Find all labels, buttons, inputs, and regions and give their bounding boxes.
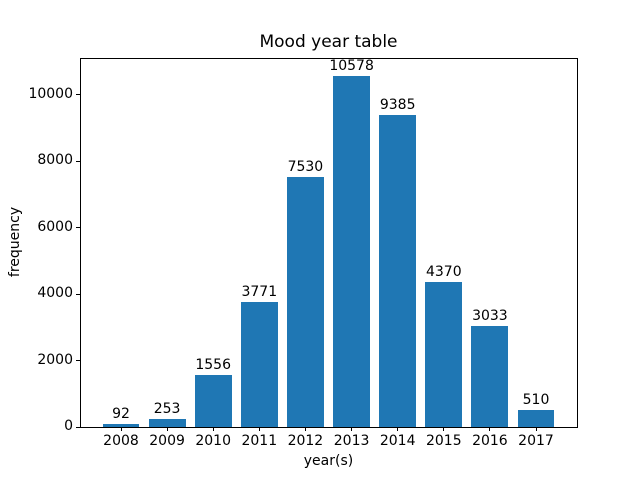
chart-title: Mood year table xyxy=(259,32,398,52)
bar-value-label: 10578 xyxy=(329,57,374,74)
x-tick-label: 2013 xyxy=(333,433,370,449)
bar xyxy=(517,410,555,427)
x-tick-mark xyxy=(304,427,306,431)
y-tick-mark xyxy=(76,426,80,428)
x-tick-label: 2012 xyxy=(287,433,324,449)
x-tick-mark xyxy=(258,427,260,431)
bar-value-label: 3771 xyxy=(241,283,278,300)
bar xyxy=(333,75,370,427)
x-tick-label: 2011 xyxy=(241,433,278,449)
bar-value-label: 9385 xyxy=(379,97,416,114)
x-tick-mark xyxy=(535,427,537,431)
bar-value-label: 92 xyxy=(112,405,130,422)
y-tick-mark xyxy=(76,227,80,229)
bar xyxy=(148,418,186,427)
x-tick-label: 2014 xyxy=(379,433,416,449)
bar xyxy=(471,326,509,427)
x-tick-mark xyxy=(166,427,168,431)
x-tick-label: 2016 xyxy=(472,433,508,449)
bar xyxy=(194,375,232,427)
y-tick-mark xyxy=(76,360,80,362)
bar xyxy=(240,301,278,427)
x-tick-label: 2009 xyxy=(149,433,185,449)
x-tick-label: 2015 xyxy=(425,433,462,449)
y-tick-label: 8000 xyxy=(37,152,73,169)
x-tick-label: 2017 xyxy=(518,433,554,449)
y-tick-label: 6000 xyxy=(37,218,73,235)
y-tick-mark xyxy=(76,293,80,295)
x-tick-label: 2008 xyxy=(103,433,139,449)
x-tick-mark xyxy=(351,427,353,431)
bar xyxy=(287,176,324,427)
bar xyxy=(102,423,140,427)
bar-value-label: 3033 xyxy=(472,308,508,325)
bar-value-label: 4370 xyxy=(425,263,462,280)
y-tick-label: 10000 xyxy=(28,85,73,102)
y-tick-label: 0 xyxy=(64,418,73,434)
x-axis-label: year(s) xyxy=(303,453,354,469)
x-tick-mark xyxy=(489,427,491,431)
bar xyxy=(379,115,417,427)
y-tick-label: 4000 xyxy=(37,285,73,302)
bar xyxy=(425,281,463,427)
x-tick-mark xyxy=(212,427,214,431)
y-tick-label: 2000 xyxy=(37,351,73,368)
y-axis-label: frequency xyxy=(7,206,23,278)
y-tick-mark xyxy=(76,160,80,162)
x-tick-mark xyxy=(397,427,399,431)
x-tick-mark xyxy=(120,427,122,431)
bar-value-label: 1556 xyxy=(195,357,231,374)
x-tick-label: 2010 xyxy=(195,433,231,449)
bar-value-label: 253 xyxy=(153,400,181,417)
bar-value-label: 7530 xyxy=(287,158,324,175)
bar-value-label: 510 xyxy=(522,392,550,409)
x-tick-mark xyxy=(443,427,445,431)
y-tick-mark xyxy=(76,94,80,96)
